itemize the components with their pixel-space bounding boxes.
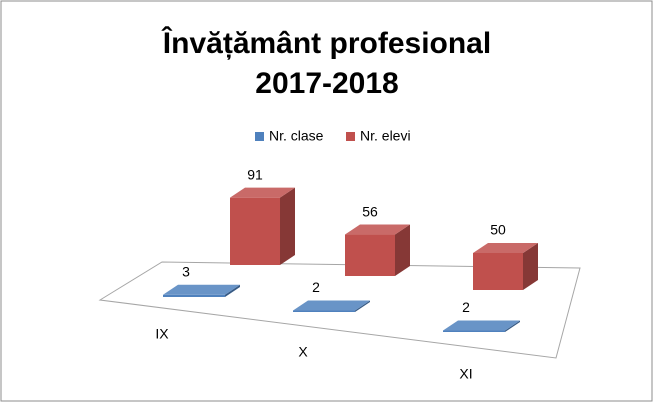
data-label: 3 xyxy=(182,263,190,279)
bar-side xyxy=(523,243,538,290)
bar xyxy=(443,330,505,332)
bar-top xyxy=(230,187,295,198)
bar-side xyxy=(355,300,370,312)
data-label: 2 xyxy=(312,279,320,295)
data-label: 56 xyxy=(362,203,378,219)
chart-title: Învățământ profesional 2017-2018 xyxy=(162,27,492,100)
bar-side xyxy=(395,224,410,276)
bar-top xyxy=(443,320,520,331)
bar-top xyxy=(473,243,538,253)
bar xyxy=(345,234,395,276)
bar-side xyxy=(280,187,295,265)
floor xyxy=(98,261,581,359)
bar-side xyxy=(225,284,240,297)
data-label: 50 xyxy=(490,222,506,238)
bar-top xyxy=(163,284,240,295)
x-tick-label: X xyxy=(298,344,308,360)
bar-side xyxy=(505,320,520,332)
legend-label: Nr. clase xyxy=(269,128,324,144)
bar xyxy=(163,294,225,297)
legend-swatch xyxy=(346,132,355,141)
x-tick-label: IX xyxy=(155,326,169,342)
bar-top xyxy=(293,300,370,311)
data-label: 91 xyxy=(247,166,263,182)
legend-label: Nr. elevi xyxy=(360,128,411,144)
legend-swatch xyxy=(255,132,264,141)
bar-top xyxy=(345,224,410,235)
bar xyxy=(293,310,355,312)
data-label: 2 xyxy=(462,299,470,315)
bar xyxy=(230,197,280,265)
x-tick-label: XI xyxy=(459,366,472,382)
bar xyxy=(473,253,523,290)
